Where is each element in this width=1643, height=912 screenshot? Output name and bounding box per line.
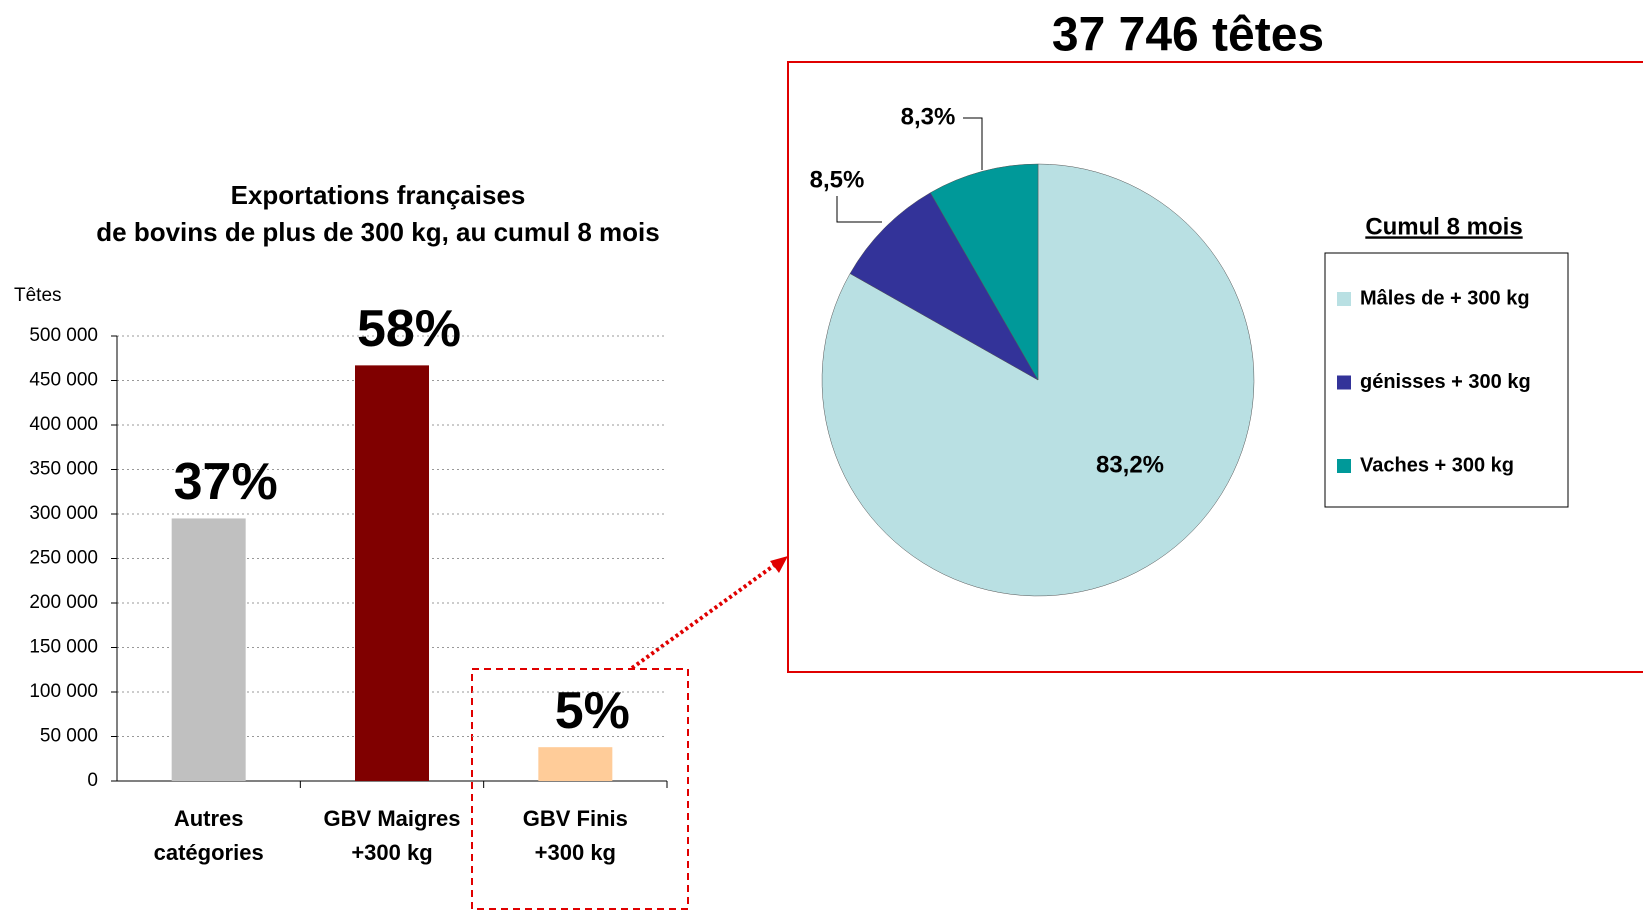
bar-annotation: 5% <box>555 682 630 740</box>
arrow-head <box>770 556 788 573</box>
leader-line <box>836 196 882 223</box>
bar <box>355 365 429 781</box>
legend-swatch <box>1337 459 1351 473</box>
slice-label: 83,2% <box>1096 451 1164 478</box>
y-tick-label: 450 000 <box>29 370 98 391</box>
x-tick-label: GBV Maigres <box>324 806 461 831</box>
slice-label: 8,5% <box>810 166 865 193</box>
bar <box>171 518 246 781</box>
chart-title: Exportations françaises <box>231 180 526 210</box>
x-tick-label: +300 kg <box>351 840 432 865</box>
x-tick-label: catégories <box>154 840 264 865</box>
legend-swatch <box>1337 375 1351 390</box>
y-tick-label: 500 000 <box>29 325 98 346</box>
y-tick-label: 0 <box>87 770 98 791</box>
pie-title: 37 746 têtes <box>1052 9 1324 62</box>
y-tick-label: 50 000 <box>40 726 98 747</box>
slice-label: 8,3% <box>901 103 956 130</box>
x-tick-label: Autres <box>174 806 244 831</box>
chart-title: de bovins de plus de 300 kg, au cumul 8 … <box>96 217 660 247</box>
y-tick-label: 400 000 <box>29 414 98 435</box>
y-tick-label: 200 000 <box>29 592 98 613</box>
legend-swatch <box>1337 292 1351 306</box>
y-tick-label: 350 000 <box>29 459 98 480</box>
x-tick-label: GBV Finis <box>523 806 628 831</box>
y-tick-label: 100 000 <box>29 681 98 702</box>
y-tick-label: 250 000 <box>29 548 98 569</box>
legend-title: Cumul 8 mois <box>1365 213 1522 240</box>
y-axis-label: Têtes <box>14 285 62 306</box>
leader-line <box>963 117 983 170</box>
highlight-frame <box>471 668 689 910</box>
pie-slice <box>930 163 1039 381</box>
y-tick-label: 150 000 <box>29 637 98 658</box>
zoom-arrow <box>630 562 778 670</box>
zoom-frame <box>787 61 1643 673</box>
bar-annotation: 37% <box>174 453 278 511</box>
legend-label: Vaches + 300 kg <box>1360 454 1514 476</box>
x-tick-label: +300 kg <box>535 840 616 865</box>
bar-annotation: 58% <box>357 300 461 358</box>
y-tick-label: 300 000 <box>29 503 98 524</box>
legend-box <box>1324 252 1569 508</box>
bar <box>538 747 613 781</box>
legend-label: Mâles de + 300 kg <box>1360 287 1530 309</box>
pie-slice <box>849 192 1039 381</box>
legend-label: génisses + 300 kg <box>1360 371 1531 393</box>
